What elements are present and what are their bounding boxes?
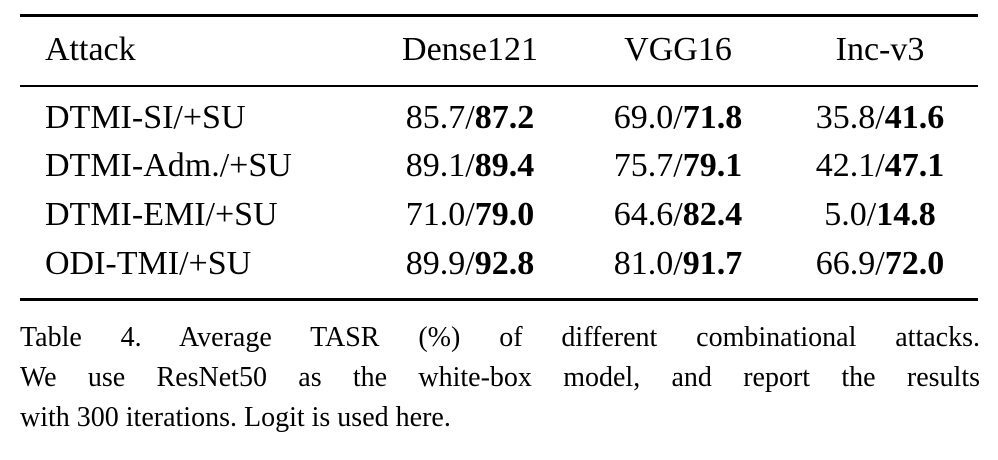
row-label: DTMI-Adm./+SU	[45, 147, 292, 184]
su-value: 87.2	[474, 99, 535, 136]
su-value: 92.8	[474, 245, 535, 282]
su-value: 79.0	[474, 196, 535, 233]
column-header: VGG16	[624, 31, 732, 68]
baseline-value: 85.7/	[405, 99, 475, 136]
su-value: 79.1	[682, 147, 743, 184]
table-rule	[20, 85, 978, 87]
table-cell: 75.7/79.1	[614, 146, 742, 186]
baseline-value: 69.0/	[613, 99, 683, 136]
caption-line: with 300 iterations. Logit is used here.	[20, 402, 451, 433]
caption-line: Table 4. Average TASR (%) of different c…	[20, 322, 980, 353]
su-value: 41.6	[884, 99, 945, 136]
su-value: 89.4	[474, 147, 535, 184]
caption-line: We use ResNet50 as the white-box model, …	[20, 362, 980, 393]
baseline-value: 81.0/	[613, 245, 683, 282]
table-cell: 64.6/82.4	[614, 195, 742, 235]
row-label: DTMI-SI/+SU	[45, 99, 246, 136]
table-cell: 69.0/71.8	[614, 98, 742, 138]
su-value: 47.1	[884, 147, 945, 184]
table-cell: 89.9/92.8	[406, 244, 534, 284]
baseline-value: 89.9/	[405, 245, 475, 282]
table-cell: 5.0/14.8	[824, 195, 935, 235]
su-value: 71.8	[682, 99, 743, 136]
table-cell: 85.7/87.2	[406, 98, 534, 138]
table-cell: 81.0/91.7	[614, 244, 742, 284]
su-value: 14.8	[876, 196, 936, 233]
baseline-value: 5.0/	[824, 196, 877, 233]
column-header: Dense121	[402, 31, 538, 68]
su-value: 91.7	[682, 245, 743, 282]
table-cell: 35.8/41.6	[816, 98, 944, 138]
row-label: DTMI-EMI/+SU	[45, 196, 278, 233]
baseline-value: 42.1/	[815, 147, 885, 184]
column-header: Attack	[45, 31, 136, 68]
row-label: ODI-TMI/+SU	[45, 245, 252, 282]
column-header: Inc-v3	[835, 31, 925, 68]
table-cell: 89.1/89.4	[406, 146, 534, 186]
su-value: 82.4	[682, 196, 743, 233]
table-rule	[20, 298, 978, 301]
su-value: 72.0	[884, 245, 945, 282]
baseline-value: 35.8/	[815, 99, 885, 136]
table-cell: 42.1/47.1	[816, 146, 944, 186]
baseline-value: 75.7/	[613, 147, 683, 184]
table-cell: 71.0/79.0	[406, 195, 534, 235]
table-rule	[20, 14, 978, 17]
baseline-value: 71.0/	[405, 196, 475, 233]
baseline-value: 66.9/	[815, 245, 885, 282]
table-cell: 66.9/72.0	[816, 244, 944, 284]
baseline-value: 89.1/	[405, 147, 475, 184]
baseline-value: 64.6/	[613, 196, 683, 233]
